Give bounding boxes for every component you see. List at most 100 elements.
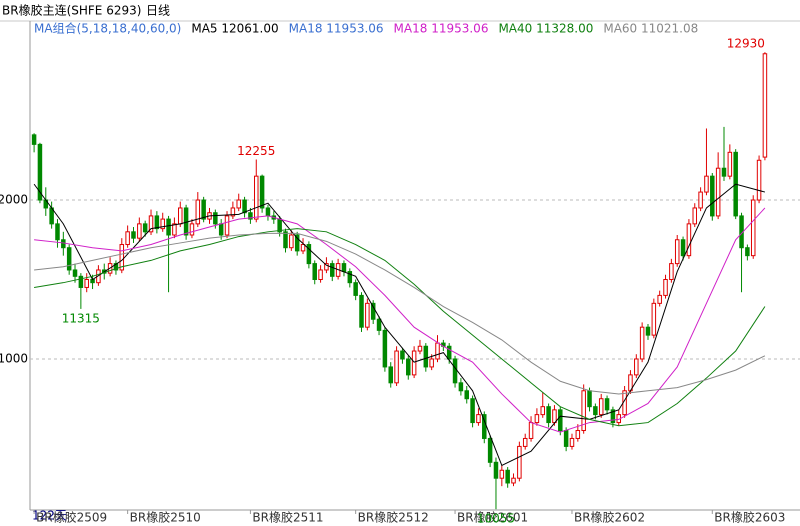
candle-body <box>710 175 715 217</box>
candle-body <box>265 207 271 217</box>
extreme-label: 11315 <box>62 311 100 325</box>
candle-body <box>324 263 329 271</box>
candle-body <box>365 302 370 328</box>
ma-line <box>34 228 766 427</box>
candle-body <box>704 175 709 193</box>
candle-body <box>113 263 119 271</box>
ma-line <box>33 183 766 467</box>
period: 日线 <box>146 4 170 18</box>
candle-body <box>142 223 148 233</box>
candle-body <box>674 239 680 265</box>
candle-body <box>680 239 686 257</box>
candle-body <box>540 406 546 416</box>
candle-body <box>558 409 563 432</box>
candle-body <box>283 231 288 249</box>
legend-item: MA组合(5,18,18,40,60,0) <box>34 21 181 36</box>
candle-body <box>312 263 317 280</box>
candle-body <box>470 398 475 424</box>
x-tick-label: BR橡胶2601 <box>457 510 528 525</box>
x-tick-label: BR橡胶2511 <box>252 510 323 525</box>
candle-body <box>388 366 393 384</box>
candle-body <box>78 275 84 288</box>
days-label: 122天 <box>32 509 67 523</box>
candle-body <box>698 191 703 209</box>
candle-body <box>569 437 575 447</box>
candle-body <box>452 358 458 384</box>
candle-body <box>37 143 43 201</box>
candle-body <box>411 350 417 376</box>
candle-body <box>318 269 323 280</box>
candle-body <box>166 218 171 236</box>
candle-body <box>458 382 464 392</box>
candle-body <box>294 234 300 252</box>
candle-body <box>604 398 610 411</box>
candle-body <box>376 318 382 331</box>
candle-body <box>119 244 125 271</box>
candle-body <box>213 212 218 225</box>
candle-body <box>756 159 762 201</box>
candle-body <box>394 350 399 384</box>
y-tick-label: 2000 <box>0 193 28 207</box>
candle-body <box>359 294 364 328</box>
candle-body <box>406 358 411 376</box>
candle-body <box>745 247 750 257</box>
candle-body <box>657 294 662 304</box>
candle-body <box>534 414 540 424</box>
candle-body <box>587 390 592 408</box>
chart-title: BR橡胶主连(SHFE 6293) <box>2 3 141 18</box>
candle-body <box>581 390 586 432</box>
candle-body <box>634 358 639 376</box>
candle-body <box>148 215 154 233</box>
extreme-label: 10055 <box>477 512 515 526</box>
candle-body <box>499 469 505 479</box>
ma-line <box>34 207 766 433</box>
candle-body <box>552 409 557 424</box>
candle-body <box>137 223 142 239</box>
candle-body <box>224 215 230 236</box>
candle-body <box>236 199 241 209</box>
candle-body <box>160 218 165 230</box>
candle-body <box>306 244 312 265</box>
candle-body <box>259 175 265 209</box>
candle-body <box>125 231 130 246</box>
ma-line <box>34 232 766 395</box>
extreme-label: 12930 <box>727 37 765 51</box>
legend-item: MA18 11953.06 <box>289 22 384 36</box>
x-tick-label: BR橡胶2512 <box>358 510 429 525</box>
candle-body <box>727 151 733 177</box>
candle-body <box>517 445 522 479</box>
candle-body <box>400 350 405 360</box>
y-tick-label: 1000 <box>0 351 28 365</box>
candle-body <box>417 345 423 352</box>
candle-body <box>593 406 598 416</box>
candle-body <box>482 414 487 439</box>
candle-body <box>429 358 434 368</box>
candle-body <box>575 430 581 439</box>
candle-body <box>66 247 72 271</box>
candle-body <box>300 244 306 252</box>
candle-body <box>651 302 657 336</box>
candle-body <box>721 167 727 177</box>
candle-body <box>382 329 388 368</box>
candle-body <box>563 430 569 447</box>
candle-body <box>201 199 206 220</box>
candle-body <box>254 175 259 220</box>
candle-body <box>195 199 201 225</box>
candle-body <box>84 278 89 288</box>
candle-body <box>476 414 481 424</box>
candle-body <box>289 234 294 249</box>
candle-body <box>353 282 358 296</box>
candle-body <box>692 207 698 225</box>
candle-body <box>347 271 353 284</box>
candle-body <box>493 461 499 479</box>
candle-body <box>55 223 60 241</box>
candle-body <box>61 239 66 249</box>
candle-body <box>715 167 721 217</box>
candle-body <box>446 345 452 360</box>
candle-body <box>172 223 177 236</box>
candle-body <box>750 199 756 257</box>
legend-item: MA40 11328.00 <box>498 22 593 36</box>
candle-body <box>341 263 347 273</box>
